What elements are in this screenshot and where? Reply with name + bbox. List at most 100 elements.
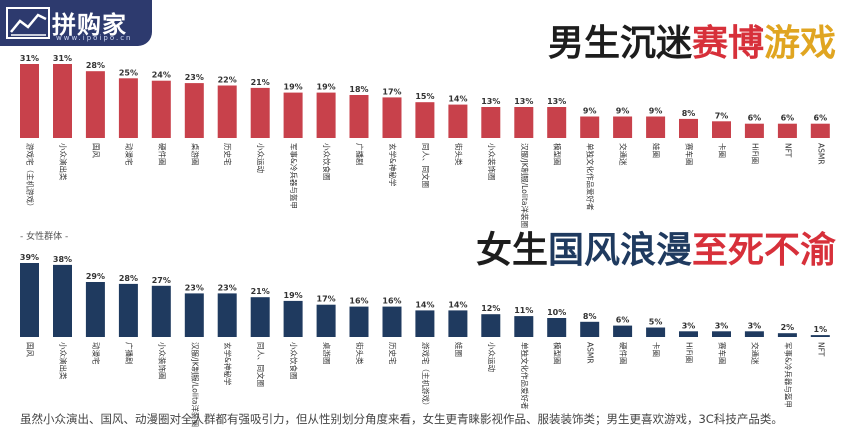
female-bar: [679, 331, 698, 337]
female-bar: [547, 318, 567, 337]
male-bar-value-label: 23%: [185, 73, 204, 82]
male-bar: [679, 118, 698, 138]
male-bar-value-label: 31%: [20, 54, 39, 63]
female-category-label: 街头类: [355, 342, 365, 365]
male-bar-value-label: 25%: [119, 68, 138, 77]
male-bar: [712, 121, 731, 138]
male-bar-value-label: 22%: [218, 76, 237, 85]
chart-logo-icon: [6, 7, 50, 39]
female-category-label: 广播剧: [124, 342, 134, 365]
male-category-label: 军事&冷兵器与盔甲: [289, 143, 299, 209]
female-bar-value-label: 3%: [715, 321, 729, 330]
male-bar: [85, 71, 105, 138]
female-bar-value-label: 8%: [583, 312, 597, 321]
male-bar-value-label: 6%: [748, 114, 762, 123]
footnote: 虽然小众演出、国风、动漫圈对全人群都有强吸引力，但从性别划分角度来看，女生更青睐…: [20, 412, 783, 426]
female-bar: [349, 306, 369, 337]
male-bar: [382, 97, 402, 138]
male-category-label: 同人、同文圈: [421, 143, 431, 188]
male-bar: [744, 123, 764, 138]
female-category-label: HiFi圈: [685, 342, 694, 363]
male-bar: [810, 123, 830, 138]
male-bar-value-label: 17%: [382, 87, 401, 96]
female-bar: [448, 310, 468, 337]
male-category-label: NFT: [783, 143, 792, 158]
male-bar-value-label: 13%: [547, 97, 566, 106]
male-category-label: 游戏宅（主机游戏）: [26, 143, 36, 211]
male-category-label: 硬件圈: [157, 143, 167, 166]
female-category-label: 游戏宅（主机游戏）: [421, 342, 431, 410]
female-bar-value-label: 39%: [20, 253, 39, 262]
male-bar-value-label: 9%: [649, 107, 663, 116]
male-bar: [250, 87, 270, 138]
female-headline: 女生国风浪漫至死不渝: [476, 233, 836, 269]
female-headline-part2: 国风浪漫: [547, 230, 692, 271]
female-bar-value-label: 3%: [682, 321, 696, 330]
male-bar-value-label: 9%: [616, 107, 630, 116]
male-bar: [316, 92, 336, 138]
female-bar: [481, 314, 501, 337]
female-bar-value-label: 23%: [218, 283, 237, 292]
male-headline-part3: 游戏: [763, 23, 836, 64]
male-bar-value-label: 15%: [415, 92, 434, 101]
female-category-label: 模型圈: [553, 342, 563, 365]
male-bar: [118, 78, 138, 138]
female-category-label: 硬件圈: [619, 342, 629, 365]
female-panel-label: - 女性群体 -: [20, 232, 69, 242]
female-bar: [250, 297, 270, 337]
female-category-label: 娃圈: [454, 342, 464, 357]
female-bar: [316, 304, 336, 337]
male-category-label: 国风: [91, 143, 100, 158]
male-bar: [547, 107, 567, 138]
male-category-label: HiFi圈: [750, 143, 759, 164]
female-bar: [118, 283, 138, 337]
female-category-label: 小众饮食圈: [289, 342, 299, 380]
female-bar-value-label: 17%: [317, 295, 336, 304]
female-category-label: 桌游圈: [322, 342, 332, 365]
female-bar-value-label: 19%: [284, 291, 303, 300]
male-bar: [53, 64, 72, 138]
female-bar: [151, 285, 171, 337]
female-bar: [85, 282, 105, 337]
male-bar-value-label: 8%: [682, 109, 696, 118]
male-bar: [777, 123, 797, 138]
female-bar-value-label: 10%: [547, 308, 566, 317]
male-bar-value-label: 18%: [349, 85, 368, 94]
female-bar-value-label: 6%: [616, 316, 630, 325]
female-category-label: 交通迷: [750, 342, 760, 365]
male-category-label: 小众装饰圈: [487, 143, 497, 181]
male-category-label: 街头类: [454, 143, 464, 166]
female-category-label: 赛车圈: [718, 342, 728, 365]
female-bar-value-label: 3%: [748, 321, 762, 330]
male-category-label: 赛车圈: [685, 143, 695, 166]
female-bar-value-label: 29%: [86, 272, 105, 281]
male-category-label: 小众饮食圈: [322, 143, 332, 181]
female-category-label: 国风: [26, 342, 35, 357]
male-bar: [613, 116, 633, 138]
male-category-label: 广播剧: [355, 143, 365, 166]
male-bar: [481, 107, 501, 138]
male-category-label: ASMR: [816, 143, 825, 165]
male-category-label: 娃圈: [652, 143, 662, 158]
male-bar-value-label: 13%: [481, 97, 500, 106]
female-bar-value-label: 12%: [481, 304, 500, 313]
female-bar-value-label: 11%: [514, 306, 533, 315]
male-bar: [646, 116, 666, 138]
female-bar: [283, 300, 303, 337]
male-bar-value-label: 6%: [814, 114, 828, 123]
female-category-label: 小众演出类: [59, 342, 69, 380]
female-bar: [744, 331, 764, 337]
female-category-label: 历史宅: [388, 342, 398, 365]
female-category-label: 动漫宅: [91, 342, 101, 365]
male-bar: [580, 116, 600, 138]
male-bar: [349, 95, 369, 138]
male-category-label: 交通迷: [619, 143, 629, 166]
female-bar: [580, 321, 600, 337]
male-category-label: 动漫宅: [124, 143, 134, 166]
female-bar: [184, 293, 204, 337]
female-bar-value-label: 27%: [152, 276, 171, 285]
male-bar-value-label: 13%: [514, 97, 533, 106]
female-bar-value-label: 21%: [251, 287, 270, 296]
female-headline-part1: 女生: [475, 230, 548, 271]
